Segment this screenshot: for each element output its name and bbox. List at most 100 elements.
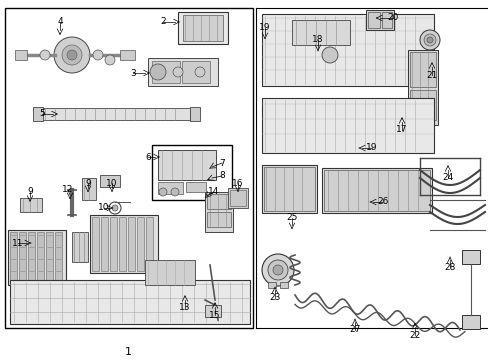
Circle shape <box>426 37 432 43</box>
Bar <box>324 170 429 211</box>
Bar <box>146 217 153 271</box>
Bar <box>185 182 205 192</box>
Bar <box>20 198 42 212</box>
Bar <box>152 145 231 200</box>
Bar <box>461 315 479 329</box>
Bar <box>291 20 349 45</box>
Bar <box>206 194 230 209</box>
Text: 23: 23 <box>269 293 280 302</box>
Bar <box>206 212 230 227</box>
Text: 19: 19 <box>259 23 270 32</box>
Circle shape <box>93 50 103 60</box>
Bar <box>409 52 435 87</box>
Circle shape <box>272 265 283 275</box>
Circle shape <box>159 188 167 196</box>
Bar <box>158 150 216 180</box>
Text: 16: 16 <box>232 179 243 188</box>
Text: 24: 24 <box>442 174 453 183</box>
Text: 17: 17 <box>395 126 407 135</box>
Bar <box>10 280 249 324</box>
Bar <box>407 50 437 125</box>
Circle shape <box>321 47 337 63</box>
Text: 14: 14 <box>208 188 219 197</box>
Bar <box>262 98 433 153</box>
Circle shape <box>112 205 118 211</box>
Text: 7: 7 <box>219 158 224 167</box>
Bar <box>82 178 96 200</box>
Bar <box>90 215 158 273</box>
Text: 1: 1 <box>124 347 131 357</box>
Text: 6: 6 <box>145 153 151 162</box>
Bar <box>183 15 223 41</box>
Bar <box>5 8 252 328</box>
Text: 15: 15 <box>209 310 220 320</box>
Text: 10: 10 <box>106 179 118 188</box>
Bar <box>101 217 108 271</box>
Bar <box>365 10 393 30</box>
Text: 26: 26 <box>377 198 388 207</box>
Circle shape <box>419 30 439 50</box>
Bar <box>28 232 35 283</box>
Text: 9: 9 <box>85 179 91 188</box>
Bar <box>46 232 53 283</box>
Circle shape <box>54 37 90 73</box>
Text: 27: 27 <box>348 325 360 334</box>
Text: 22: 22 <box>408 330 420 339</box>
Bar <box>227 188 247 208</box>
Bar <box>182 61 209 83</box>
Text: 8: 8 <box>219 171 224 180</box>
Bar <box>33 107 43 121</box>
Bar <box>158 182 183 194</box>
Circle shape <box>67 50 77 60</box>
Bar <box>367 12 379 28</box>
Bar <box>267 282 275 288</box>
Bar <box>72 232 88 262</box>
Bar <box>19 232 26 283</box>
Text: 13: 13 <box>179 303 190 312</box>
Text: 28: 28 <box>444 262 455 271</box>
Circle shape <box>262 254 293 286</box>
Text: 12: 12 <box>62 185 74 194</box>
Bar <box>178 12 227 44</box>
Circle shape <box>40 50 50 60</box>
Bar <box>100 175 120 187</box>
Text: 10: 10 <box>98 203 109 212</box>
Bar <box>10 232 17 283</box>
Circle shape <box>171 188 179 196</box>
Bar <box>229 190 245 206</box>
Circle shape <box>195 67 204 77</box>
Bar <box>280 282 287 288</box>
Bar <box>92 217 99 271</box>
Bar <box>204 192 232 232</box>
Circle shape <box>150 64 165 80</box>
Text: 11: 11 <box>12 238 24 248</box>
Text: 2: 2 <box>160 18 165 27</box>
Text: 5: 5 <box>39 109 45 118</box>
Text: 4: 4 <box>57 18 62 27</box>
Bar <box>55 232 62 283</box>
Bar <box>145 260 195 285</box>
Circle shape <box>173 67 183 77</box>
Bar <box>119 217 126 271</box>
Bar <box>152 61 180 83</box>
Bar <box>409 90 435 120</box>
Bar <box>15 50 27 60</box>
Text: 21: 21 <box>426 71 437 80</box>
Bar <box>321 168 431 213</box>
Circle shape <box>267 260 287 280</box>
Text: 25: 25 <box>286 213 297 222</box>
Bar <box>190 107 200 121</box>
Bar <box>37 232 44 283</box>
Bar <box>8 230 66 285</box>
Bar <box>262 165 316 213</box>
Text: 20: 20 <box>386 13 398 22</box>
Bar <box>204 305 221 317</box>
Circle shape <box>423 34 435 46</box>
Bar <box>461 250 479 264</box>
Circle shape <box>105 55 115 65</box>
Text: 3: 3 <box>130 68 136 77</box>
Bar <box>264 167 314 211</box>
Bar <box>148 58 218 86</box>
Text: 18: 18 <box>312 36 323 45</box>
Bar <box>120 50 135 60</box>
